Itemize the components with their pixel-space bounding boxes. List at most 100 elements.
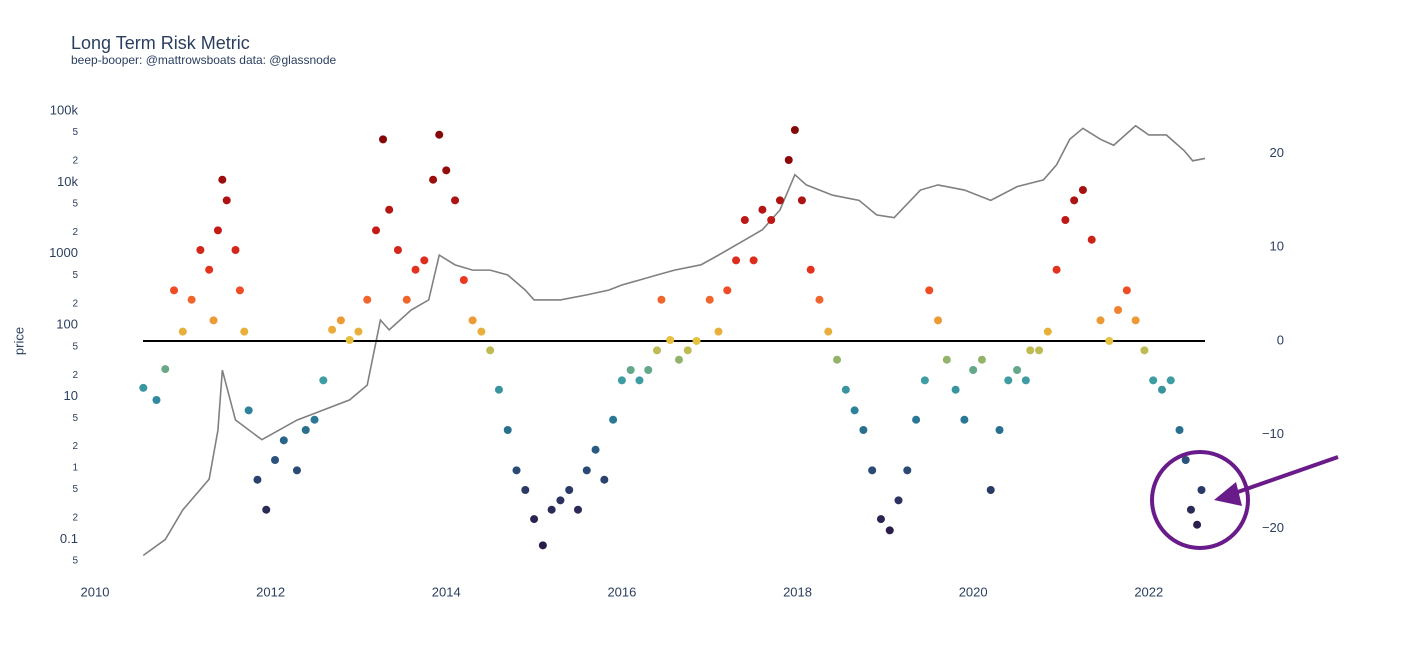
risk-point — [775, 196, 784, 205]
arrow-head — [1214, 482, 1242, 506]
y2-tick-label: 10 — [1270, 239, 1284, 254]
y-axis-label: price — [11, 327, 26, 355]
risk-point — [1026, 346, 1035, 355]
risk-point — [1096, 316, 1105, 325]
risk-point — [1149, 376, 1158, 385]
risk-point — [435, 130, 444, 139]
risk-point — [894, 496, 903, 505]
risk-point — [152, 396, 161, 404]
risk-point — [451, 196, 460, 205]
y-tick-label: 5 — [72, 127, 78, 138]
y-tick-label: 5 — [72, 413, 78, 424]
risk-point — [582, 466, 591, 475]
x-tick-label: 2012 — [256, 584, 285, 599]
arrow-shaft — [1231, 455, 1339, 496]
risk-point — [951, 385, 960, 394]
risk-point — [521, 486, 530, 494]
risk-point — [815, 295, 824, 304]
y-tick-label: 2 — [72, 227, 78, 238]
risk-point — [674, 355, 683, 364]
x-tick-label: 2010 — [81, 584, 110, 599]
risk-point — [1140, 346, 1149, 355]
risk-point — [547, 505, 556, 514]
y-tick-label: 2 — [72, 155, 78, 166]
y-tick-label: 2 — [72, 370, 78, 381]
risk-point — [420, 256, 429, 265]
risk-point — [565, 486, 574, 494]
x-tick-label: 2016 — [607, 584, 636, 599]
risk-point — [1166, 376, 1175, 385]
risk-point — [301, 426, 310, 434]
risk-point — [591, 445, 600, 454]
y-tick-label: 10k — [57, 174, 78, 189]
risk-point — [530, 515, 539, 524]
risk-point — [1004, 376, 1013, 385]
risk-point — [995, 426, 1004, 434]
x-tick-label: 2020 — [959, 584, 988, 599]
risk-point — [1193, 520, 1202, 529]
risk-point — [379, 135, 388, 144]
risk-point — [790, 126, 799, 134]
chart-title: Long Term Risk Metric — [71, 33, 250, 53]
risk-point — [934, 316, 943, 325]
risk-point — [644, 366, 653, 374]
y2-tick-label: 0 — [1277, 332, 1284, 347]
y-tick-label: 5 — [72, 198, 78, 209]
risk-point — [784, 156, 793, 164]
risk-point — [885, 526, 894, 535]
risk-point — [411, 265, 420, 274]
risk-point — [1078, 186, 1087, 194]
y-tick-label: 2 — [72, 513, 78, 524]
risk-point — [912, 415, 921, 424]
y2-tick-label: −20 — [1262, 520, 1284, 535]
risk-point — [235, 286, 244, 295]
risk-point — [429, 175, 438, 184]
y-tick-label: 5 — [72, 270, 78, 281]
risk-point — [486, 346, 495, 355]
risk-point — [1114, 306, 1123, 314]
risk-point — [732, 256, 741, 265]
risk-point — [213, 226, 222, 235]
y-tick-label: 1000 — [49, 245, 78, 260]
risk-point — [740, 216, 749, 224]
y-tick-label: 1 — [72, 463, 78, 474]
risk-point — [1186, 505, 1195, 514]
y-tick-label: 5 — [72, 556, 78, 567]
risk-point — [1070, 196, 1079, 205]
price-line — [142, 124, 1206, 557]
risk-point — [723, 286, 732, 295]
risk-point — [271, 456, 280, 464]
risk-point — [1105, 336, 1114, 345]
risk-point — [279, 436, 288, 445]
y2-tick-label: −10 — [1262, 426, 1284, 441]
annotation — [1150, 450, 1339, 550]
risk-point — [617, 376, 626, 385]
risk-point — [262, 505, 271, 514]
risk-point — [666, 336, 675, 344]
x-tick-label: 2022 — [1134, 584, 1163, 599]
risk-point — [876, 515, 885, 524]
risk-point — [1061, 216, 1070, 224]
risk-point — [244, 406, 253, 415]
risk-point — [657, 295, 666, 304]
risk-point — [714, 327, 723, 336]
risk-point — [1013, 366, 1022, 374]
risk-point — [494, 385, 503, 394]
risk-point — [1175, 426, 1184, 434]
risk-point — [512, 466, 521, 475]
y-tick-label: 100 — [56, 317, 78, 332]
risk-point — [253, 475, 262, 484]
risk-point — [196, 246, 205, 254]
y-tick-label: 100k — [50, 102, 79, 117]
y2-tick-label: 20 — [1270, 145, 1284, 160]
risk-point — [903, 466, 912, 475]
risk-point — [1157, 385, 1166, 394]
risk-point — [170, 286, 179, 295]
risk-point — [841, 385, 850, 394]
risk-point — [1052, 265, 1061, 274]
risk-point — [468, 316, 477, 325]
risk-point — [393, 246, 402, 254]
risk-point — [1035, 346, 1044, 355]
risk-point — [824, 327, 833, 336]
risk-point — [1131, 316, 1140, 325]
